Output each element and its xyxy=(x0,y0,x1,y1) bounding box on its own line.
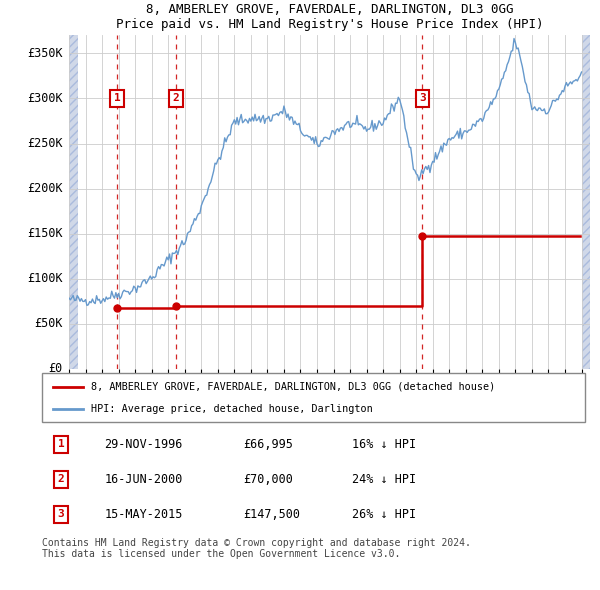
Text: £250K: £250K xyxy=(27,137,63,150)
Text: 1: 1 xyxy=(58,440,64,450)
Text: £100K: £100K xyxy=(27,272,63,285)
Text: 3: 3 xyxy=(419,93,425,103)
Bar xyxy=(581,35,590,369)
Text: £200K: £200K xyxy=(27,182,63,195)
Text: 24% ↓ HPI: 24% ↓ HPI xyxy=(352,473,416,486)
Bar xyxy=(69,35,77,369)
Text: 26% ↓ HPI: 26% ↓ HPI xyxy=(352,508,416,521)
Text: 8, AMBERLEY GROVE, FAVERDALE, DARLINGTON, DL3 0GG (detached house): 8, AMBERLEY GROVE, FAVERDALE, DARLINGTON… xyxy=(91,382,495,392)
Text: 29-NOV-1996: 29-NOV-1996 xyxy=(104,438,183,451)
Text: £66,995: £66,995 xyxy=(243,438,293,451)
Text: 3: 3 xyxy=(58,509,64,519)
Text: 16-JUN-2000: 16-JUN-2000 xyxy=(104,473,183,486)
Text: Contains HM Land Registry data © Crown copyright and database right 2024.
This d: Contains HM Land Registry data © Crown c… xyxy=(42,537,471,559)
Text: £70,000: £70,000 xyxy=(243,473,293,486)
Text: 2: 2 xyxy=(172,93,179,103)
Text: HPI: Average price, detached house, Darlington: HPI: Average price, detached house, Darl… xyxy=(91,404,373,414)
Text: £300K: £300K xyxy=(27,92,63,105)
Text: £147,500: £147,500 xyxy=(243,508,300,521)
Text: £350K: £350K xyxy=(27,47,63,60)
Text: 16% ↓ HPI: 16% ↓ HPI xyxy=(352,438,416,451)
Text: 15-MAY-2015: 15-MAY-2015 xyxy=(104,508,183,521)
Text: £0: £0 xyxy=(49,362,63,375)
Text: 1: 1 xyxy=(114,93,121,103)
Text: £50K: £50K xyxy=(34,317,63,330)
Title: 8, AMBERLEY GROVE, FAVERDALE, DARLINGTON, DL3 0GG
Price paid vs. HM Land Registr: 8, AMBERLEY GROVE, FAVERDALE, DARLINGTON… xyxy=(116,4,543,31)
Text: £150K: £150K xyxy=(27,227,63,240)
Text: 2: 2 xyxy=(58,474,64,484)
